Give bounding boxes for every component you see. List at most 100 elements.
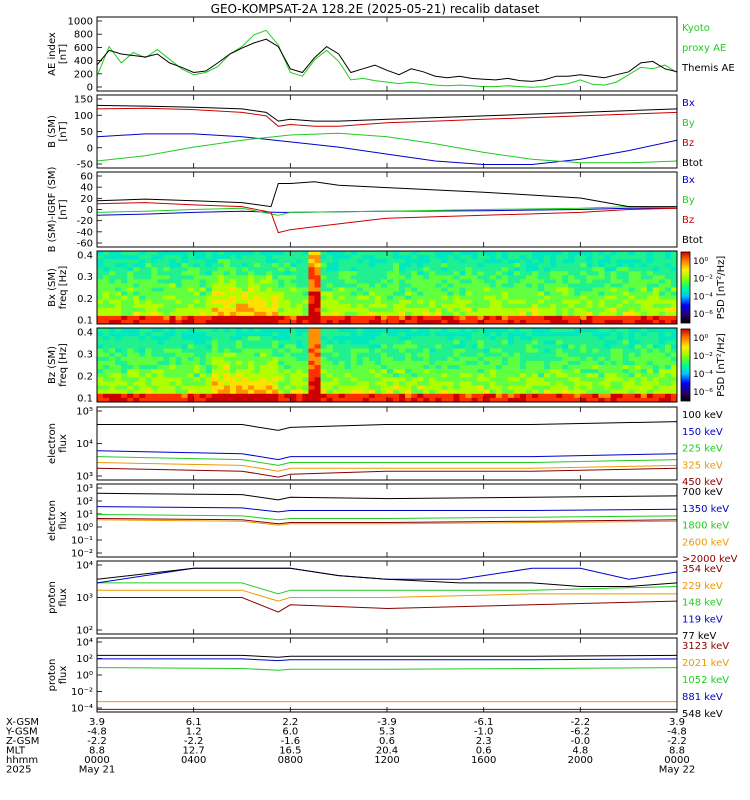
spectrogram-cell — [242, 373, 249, 378]
spectrogram-cell — [109, 340, 116, 345]
y-tick-label: 400 — [74, 56, 93, 67]
spectrogram-cell — [646, 287, 654, 292]
spectrogram-cell — [133, 393, 140, 399]
spectrogram-cell — [501, 385, 509, 391]
spectrogram-cell — [598, 267, 605, 272]
spectrogram-cell — [447, 263, 454, 268]
spectrogram-cell — [568, 340, 575, 345]
spectrogram-cell — [598, 369, 605, 374]
spectrogram-cell — [169, 263, 176, 268]
spectrogram-cell — [574, 365, 581, 370]
spectrogram-cell — [103, 336, 110, 341]
spectrogram-cell — [181, 332, 189, 337]
spectrogram-cell — [320, 385, 327, 391]
spectrogram-cell — [175, 303, 182, 309]
spectrogram-cell — [471, 303, 479, 309]
spectrogram-cell — [374, 267, 382, 272]
spectrogram-cell — [278, 263, 285, 268]
spectrogram-cell — [489, 303, 497, 309]
spectrogram-cell — [652, 381, 660, 386]
spectrogram-cell — [242, 291, 249, 297]
x-table-cell: May 21 — [79, 765, 116, 776]
spectrogram-cell — [489, 319, 497, 325]
spectrogram-cell — [193, 360, 201, 366]
spectrogram-cell — [640, 352, 648, 358]
spectrogram-cell — [326, 381, 334, 386]
spectrogram-cell — [423, 291, 430, 297]
spectrogram-cell — [411, 356, 418, 362]
spectrogram-cell — [181, 373, 189, 378]
spectrogram-cell — [513, 307, 521, 313]
spectrogram-cell — [296, 340, 303, 345]
spectrogram-cell — [229, 303, 237, 309]
spectrogram-cell — [139, 397, 146, 403]
y-axis-label: flux — [58, 588, 69, 607]
spectrogram-cell — [435, 356, 442, 362]
spectrogram-cell — [175, 295, 182, 301]
spectrogram-cell — [495, 315, 503, 321]
y-tick-label: 10² — [76, 626, 93, 637]
spectrogram-cell — [556, 328, 563, 333]
spectrogram-cell — [320, 336, 327, 341]
spectrogram-cell — [435, 369, 442, 374]
psd-colorbar — [680, 328, 691, 402]
spectrogram-cell — [266, 299, 273, 305]
spectrogram-cell — [544, 373, 551, 378]
spectrogram-cell — [556, 299, 563, 305]
spectrogram-cell — [459, 332, 466, 337]
spectrogram-cell — [423, 259, 430, 264]
legend-label: 325 keV — [682, 460, 723, 471]
spectrogram-cell — [447, 255, 454, 260]
y-tick-label: 60 — [80, 172, 93, 183]
spectrogram-cell — [646, 385, 654, 391]
spectrogram-cell — [525, 291, 533, 297]
spectrogram-cell — [284, 303, 291, 309]
spectrogram-cell — [223, 336, 231, 341]
spectrogram-cell — [640, 275, 648, 280]
spectrogram-cell — [260, 299, 267, 305]
spectrogram-cell — [362, 283, 370, 288]
spectrogram-cell — [501, 348, 509, 354]
spectrogram-cell — [568, 332, 575, 337]
spectrogram-cell — [266, 393, 273, 399]
spectrogram-cell — [97, 287, 104, 292]
spectrogram-cell — [519, 377, 527, 382]
spectrogram-cell — [562, 377, 569, 382]
spectrogram-cell — [532, 344, 539, 349]
spectrogram-cell — [405, 271, 412, 276]
spectrogram-cell — [664, 319, 672, 325]
spectrogram-cell — [97, 377, 104, 382]
spectrogram-cell — [235, 275, 243, 280]
spectrogram-cell — [586, 332, 593, 337]
spectrogram-cell — [429, 365, 436, 370]
spectrogram-cell — [217, 365, 225, 370]
spectrogram-cell — [242, 344, 249, 349]
spectrogram-cell — [109, 251, 116, 256]
spectrogram-cell — [109, 279, 116, 284]
spectrogram-cell — [447, 344, 454, 349]
spectrogram-cell — [314, 255, 321, 260]
spectrogram-cell — [254, 319, 261, 325]
spectrogram-cell — [157, 263, 164, 268]
spectrogram-cell — [320, 295, 327, 301]
spectrogram-cell — [610, 299, 617, 305]
spectrogram-cell — [380, 259, 388, 264]
spectrogram-cell — [217, 369, 225, 374]
spectrogram-cell — [254, 259, 261, 264]
spectrogram-cell — [356, 344, 364, 349]
spectrogram-cell — [507, 319, 515, 325]
y-axis-label: freq [Hz] — [58, 343, 69, 387]
spectrogram-cell — [181, 283, 189, 288]
spectrogram-cell — [229, 393, 237, 399]
spectrogram-cell — [368, 389, 376, 395]
spectrogram-cell — [538, 287, 545, 292]
colorbar-tick-label: 10⁻⁴ — [693, 292, 713, 302]
spectrogram-cell — [205, 275, 213, 280]
spectrogram-cell — [574, 307, 581, 313]
spectrogram-cell — [483, 369, 491, 374]
spectrogram-cell — [169, 291, 176, 297]
spectrogram-cell — [380, 271, 388, 276]
spectrogram-cell — [519, 352, 527, 358]
spectrogram-cell — [556, 307, 563, 313]
spectrogram-cell — [447, 340, 454, 345]
